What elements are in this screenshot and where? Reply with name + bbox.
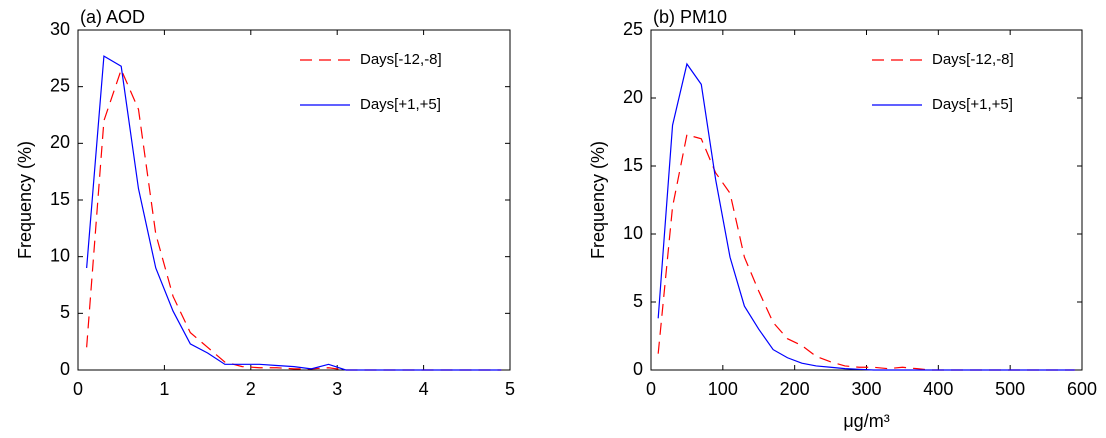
- legend-label: Days[-12,-8]: [360, 51, 442, 68]
- y-tick-label: 0: [60, 359, 70, 379]
- y-axis-label: Frequency (%): [588, 141, 608, 259]
- plot-frame: [77, 29, 511, 371]
- y-tick-label: 10: [50, 245, 70, 265]
- y-axis-label: Frequency (%): [15, 141, 35, 259]
- y-tick-label: 25: [50, 75, 70, 95]
- x-tick-label: 1: [159, 379, 169, 399]
- y-tick-label: 15: [50, 189, 70, 209]
- x-tick-label: 600: [1067, 379, 1097, 399]
- data-line: [657, 62, 1075, 371]
- x-tick-label: 2: [246, 379, 256, 399]
- x-tick-label: 100: [708, 379, 738, 399]
- x-tick-label: 5: [505, 379, 515, 399]
- legend-label: Days[+1,+5]: [360, 96, 441, 113]
- legend-label: Days[-12,-8]: [932, 51, 1014, 68]
- y-tick-label: 25: [623, 19, 643, 39]
- y-tick-label: 5: [633, 291, 643, 311]
- x-tick-label: 0: [646, 379, 656, 399]
- y-tick-label: 5: [60, 302, 70, 322]
- chart: 0 1 2 3 4 5 0 5 10 15 20 25 30 (a) AOD Frequency (%) Da…: [15, 7, 515, 399]
- y-tick-label: 15: [623, 155, 643, 175]
- x-tick-label: 300: [851, 379, 881, 399]
- data-line: [86, 55, 502, 371]
- legend-label: Days[+1,+5]: [932, 96, 1013, 113]
- data-line: [657, 133, 1075, 371]
- x-axis-label: μg/m³: [843, 411, 889, 431]
- plot-frame: [650, 29, 1083, 371]
- y-tick-label: 20: [50, 132, 70, 152]
- x-tick-label: 4: [419, 379, 429, 399]
- chart-title: (b) PM10: [653, 7, 727, 27]
- data-line: [86, 68, 502, 371]
- y-tick-label: 20: [623, 87, 643, 107]
- x-tick-label: 0: [73, 379, 83, 399]
- chart-title: (a) AOD: [80, 7, 145, 27]
- y-tick-label: 0: [633, 359, 643, 379]
- x-tick-label: 200: [780, 379, 810, 399]
- x-tick-label: 500: [995, 379, 1025, 399]
- chart: 0 100 200 300 400 500 600 0 5 10 15 20 25 (b) PM10 Fre…: [588, 7, 1097, 431]
- y-tick-label: 30: [50, 19, 70, 39]
- x-tick-label: 400: [923, 379, 953, 399]
- x-tick-label: 3: [332, 379, 342, 399]
- y-tick-label: 10: [623, 223, 643, 243]
